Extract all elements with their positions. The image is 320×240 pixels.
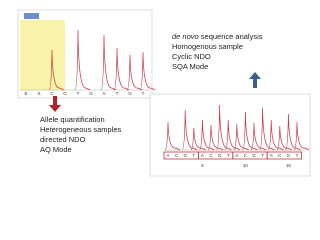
left-text-line: Heterogeneous samples bbox=[40, 125, 122, 134]
dispensation-label: G bbox=[63, 91, 67, 96]
italic-text: de novo bbox=[172, 32, 199, 41]
left-text-line: directed NDO bbox=[40, 135, 86, 144]
dispensation-label: T bbox=[227, 153, 230, 158]
right-text-line: SQA Mode bbox=[172, 62, 208, 71]
peak bbox=[276, 125, 292, 151]
chart-frame bbox=[149, 93, 311, 177]
left-text-line: Allele quantification bbox=[40, 115, 105, 124]
peak bbox=[48, 49, 65, 91]
axis-label: 5 bbox=[201, 163, 204, 168]
axis-label: 15 bbox=[286, 163, 292, 168]
peak bbox=[293, 121, 310, 151]
peak bbox=[74, 29, 91, 91]
dispensation-label: G bbox=[183, 153, 187, 158]
dispensation-label: T bbox=[296, 153, 299, 158]
dispensation-label: C bbox=[244, 153, 248, 158]
dispensation-label: T bbox=[142, 91, 145, 96]
dispensation-label: A bbox=[166, 153, 169, 158]
dispensation-label: C bbox=[50, 91, 54, 96]
right-text-line: de novo sequence analysis bbox=[172, 32, 263, 41]
highlight bbox=[20, 20, 65, 90]
peak bbox=[267, 119, 284, 151]
peak bbox=[233, 123, 249, 151]
dispensation-label: T bbox=[116, 91, 119, 96]
peak bbox=[100, 34, 117, 91]
dispensation-label: A bbox=[102, 91, 105, 96]
peak bbox=[207, 124, 224, 151]
group-box bbox=[266, 151, 303, 160]
dispensation-label: G bbox=[218, 153, 222, 158]
dispensation-label: G bbox=[287, 153, 291, 158]
peak bbox=[164, 121, 181, 151]
peak bbox=[199, 119, 215, 151]
peak bbox=[285, 113, 301, 151]
bottom-chart: A C G T A C G T A C G T A C G T5 10 15 bbox=[149, 93, 311, 177]
peak bbox=[242, 111, 258, 151]
peak bbox=[181, 109, 198, 151]
legend-box bbox=[24, 13, 39, 19]
peak bbox=[224, 119, 241, 151]
dispensation-label: C bbox=[209, 153, 213, 158]
dispensation-label: C bbox=[278, 153, 282, 158]
down-arrow bbox=[49, 96, 61, 112]
dispensation-label: E bbox=[24, 91, 27, 96]
dispensation-label: S bbox=[37, 91, 40, 96]
up-arrow bbox=[249, 72, 261, 88]
axis-label: 10 bbox=[243, 163, 249, 168]
dispensation-label: G bbox=[89, 91, 93, 96]
peak bbox=[190, 127, 206, 151]
right-text-line: Cyclic NDO bbox=[172, 52, 211, 61]
dispensation-label: G bbox=[252, 153, 256, 158]
dispensation-label: G bbox=[128, 91, 132, 96]
dispensation-label: T bbox=[77, 91, 80, 96]
right-text-line: Homogenous sample bbox=[172, 42, 243, 51]
peak bbox=[113, 47, 130, 91]
left-text-line: AQ Mode bbox=[40, 145, 72, 154]
dispensation-label: A bbox=[270, 153, 273, 158]
peak bbox=[250, 122, 267, 151]
dispensation-label: A bbox=[235, 153, 238, 158]
peak bbox=[259, 107, 275, 151]
peak bbox=[126, 54, 143, 91]
text: sequence analysis bbox=[199, 32, 263, 41]
peak bbox=[139, 51, 156, 91]
dispensation-label: T bbox=[192, 153, 195, 158]
dispensation-label: A bbox=[201, 153, 204, 158]
dispensation-label: C bbox=[175, 153, 179, 158]
dispensation-label: T bbox=[261, 153, 264, 158]
peak bbox=[216, 104, 232, 151]
